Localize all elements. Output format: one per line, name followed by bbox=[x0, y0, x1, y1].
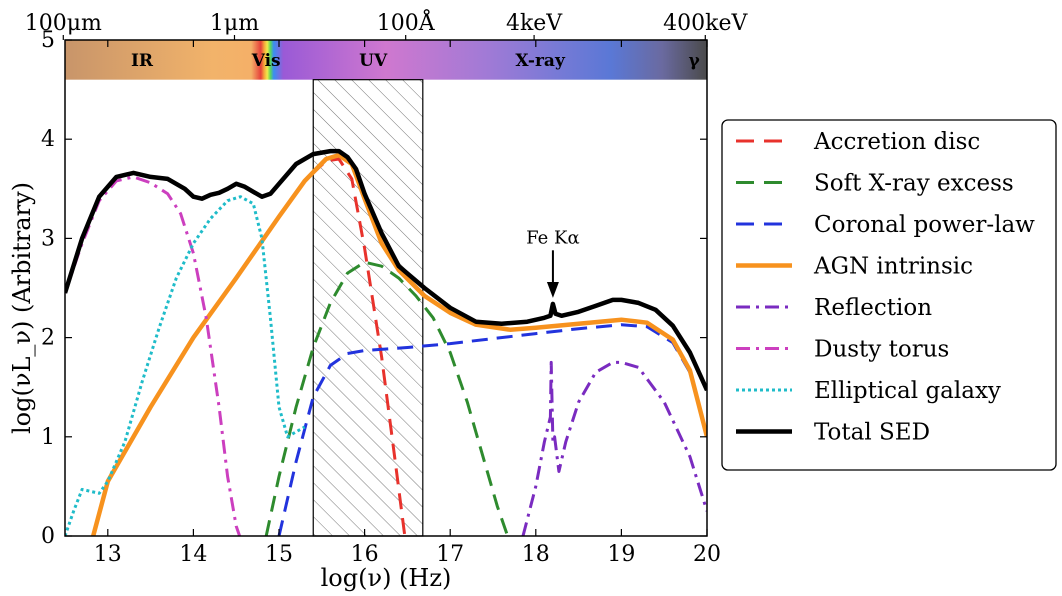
x-tick-label: 18 bbox=[522, 542, 550, 567]
y-tick-label: 3 bbox=[41, 226, 55, 251]
spectrum-gradient bbox=[65, 40, 707, 80]
top-axis-label: 4keV bbox=[506, 11, 563, 36]
plot-frame bbox=[64, 39, 708, 537]
x-tick-label: 19 bbox=[607, 542, 635, 567]
y-tick-label: 1 bbox=[41, 425, 55, 450]
band-label: γ bbox=[689, 51, 701, 71]
legend-label: Accretion disc bbox=[813, 129, 980, 155]
band-label: IR bbox=[131, 51, 154, 71]
y-tick-label: 2 bbox=[41, 326, 55, 351]
top-axis-label: 100Å bbox=[377, 8, 436, 36]
x-tick-label: 16 bbox=[351, 542, 379, 567]
x-tick-label: 15 bbox=[265, 542, 293, 567]
series-line-elliptical-galaxy bbox=[65, 195, 306, 536]
series-line-reflection bbox=[521, 360, 707, 536]
legend: Accretion disc Soft X-ray excess Coronal p… bbox=[721, 119, 1057, 471]
y-tick-label: 5 bbox=[41, 28, 55, 53]
x-tick-label: 20 bbox=[693, 542, 721, 567]
legend-label: Total SED bbox=[814, 420, 930, 446]
legend-label: Elliptical galaxy bbox=[814, 378, 1001, 404]
y-axis-label: log(νL_ν) (Arbitrary) bbox=[8, 182, 36, 434]
fe-k-alpha-label: Fe Kα bbox=[526, 227, 579, 248]
legend-label: AGN intrinsic bbox=[813, 254, 973, 280]
x-tick-label: 17 bbox=[436, 542, 464, 567]
series-line-agn-intrinsic bbox=[91, 152, 707, 536]
band-label: X-ray bbox=[515, 51, 566, 71]
legend-label: Coronal power-law bbox=[814, 212, 1035, 238]
band-label: Vis bbox=[251, 51, 281, 71]
band-label: UV bbox=[359, 51, 388, 71]
legend-label: Soft X-ray excess bbox=[814, 171, 1014, 197]
series-line-total-sed bbox=[65, 148, 707, 392]
legend-label: Reflection bbox=[814, 295, 932, 321]
legend-label: Dusty torus bbox=[814, 337, 949, 363]
legend-box bbox=[721, 119, 1057, 471]
series-line-dusty-torus bbox=[65, 175, 242, 536]
x-tick-label: 14 bbox=[179, 542, 207, 567]
spectrum-band: IR Vis UV X-ray γ bbox=[65, 40, 707, 80]
annotation-group: Fe Kα bbox=[526, 227, 580, 298]
x-tick-label: 13 bbox=[94, 542, 122, 567]
top-axis-label: 1μm bbox=[210, 11, 259, 36]
top-axis-label: 400keV bbox=[663, 11, 748, 36]
top-axis-label: 100μm bbox=[25, 11, 102, 36]
series-line-coronal-power-law bbox=[277, 323, 707, 536]
annotation-arrow-head bbox=[546, 282, 559, 298]
series-group bbox=[65, 148, 707, 536]
x-axis-label: log(ν) (Hz) bbox=[321, 564, 452, 592]
series-line-soft-x-ray-excess bbox=[264, 260, 510, 536]
y-tick-label: 4 bbox=[41, 127, 55, 152]
y-tick-label: 0 bbox=[41, 524, 55, 549]
